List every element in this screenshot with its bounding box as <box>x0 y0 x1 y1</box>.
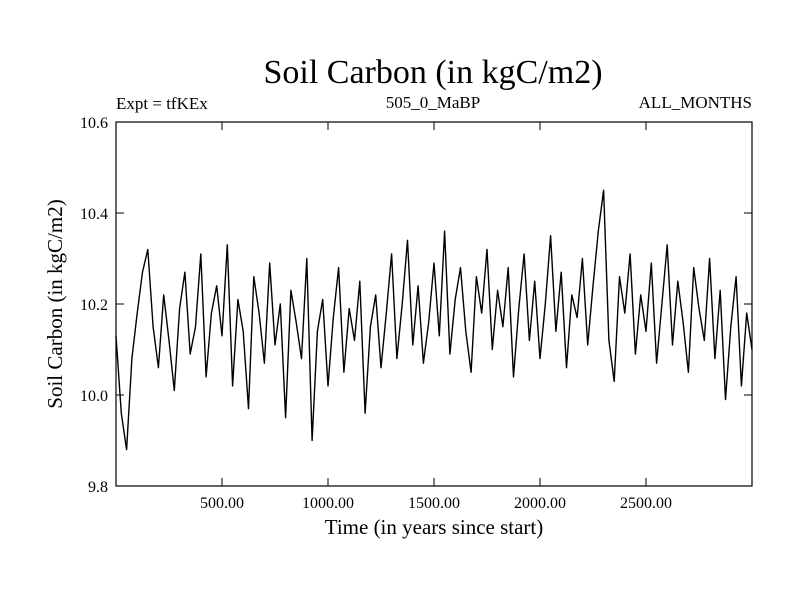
x-tick-label: 1000.00 <box>302 495 354 512</box>
axis-ticks <box>116 121 752 487</box>
tick-labels: 500.00 1000.00 1500.00 2000.00 2500.00 9.8 10.… <box>80 115 672 512</box>
x-axis-label: Time (in years since start) <box>325 515 544 539</box>
y-tick-label: 10.4 <box>80 206 108 223</box>
y-axis-label: Soil Carbon (in kgC/m2) <box>43 199 67 408</box>
chart-subtitle-left: Expt = tfKEx <box>116 94 208 113</box>
x-tick-label: 2500.00 <box>620 495 672 512</box>
y-tick-label: 10.2 <box>80 297 108 314</box>
series-line-1 <box>115 189 753 451</box>
x-tick-label: 2000.00 <box>514 495 566 512</box>
y-tick-label: 10.0 <box>80 388 108 405</box>
chart-subtitle-center: 505_0_MaBP <box>386 93 480 112</box>
plot-area <box>115 189 753 451</box>
chart-subtitle-right: ALL_MONTHS <box>639 93 752 112</box>
chart-title: Soil Carbon (in kgC/m2) <box>263 54 602 91</box>
y-tick-label: 9.8 <box>88 479 108 496</box>
x-tick-label: 1500.00 <box>408 495 460 512</box>
x-tick-label: 500.00 <box>200 495 244 512</box>
y-tick-label: 10.6 <box>80 115 108 132</box>
plot-frame <box>115 121 753 487</box>
